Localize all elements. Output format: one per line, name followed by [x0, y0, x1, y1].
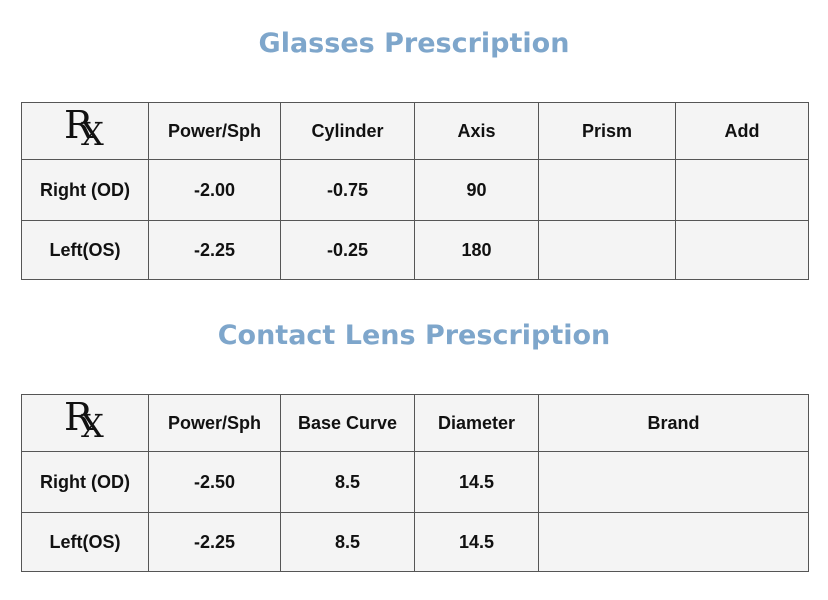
cell-brand: [538, 451, 809, 513]
cell-base-curve: 8.5: [280, 512, 415, 572]
cell-power-sph: -2.50: [148, 451, 281, 513]
cell-power-sph: -2.25: [148, 512, 281, 572]
header-power-sph: Power/Sph: [148, 394, 281, 452]
cell-prism: [538, 220, 676, 280]
header-diameter: Diameter: [414, 394, 539, 452]
cell-cylinder: -0.75: [280, 159, 415, 221]
cell-add: [675, 220, 809, 280]
cell-power-sph: -2.00: [148, 159, 281, 221]
cell-diameter: 14.5: [414, 512, 539, 572]
contact-lens-prescription-title: Contact Lens Prescription: [217, 320, 611, 351]
table-row: Right (OD) -2.50 8.5 14.5: [21, 451, 809, 513]
table-row: Right (OD) -2.00 -0.75 90: [21, 159, 809, 221]
cell-base-curve: 8.5: [280, 451, 415, 513]
row-label-left: Left(OS): [21, 512, 149, 572]
cell-cylinder: -0.25: [280, 220, 415, 280]
cell-brand: [538, 512, 809, 572]
header-brand: Brand: [538, 394, 809, 452]
row-label-right: Right (OD): [21, 159, 149, 221]
row-label-right: Right (OD): [21, 451, 149, 513]
cell-prism: [538, 159, 676, 221]
cell-add: [675, 159, 809, 221]
table-row: Left(OS) -2.25 8.5 14.5: [21, 512, 809, 572]
header-power-sph: Power/Sph: [148, 102, 281, 160]
header-cylinder: Cylinder: [280, 102, 415, 160]
table-row: Left(OS) -2.25 -0.25 180: [21, 220, 809, 280]
glasses-prescription-title: Glasses Prescription: [258, 28, 570, 59]
cell-axis: 90: [414, 159, 539, 221]
cell-power-sph: -2.25: [148, 220, 281, 280]
cell-diameter: 14.5: [414, 451, 539, 513]
header-axis: Axis: [414, 102, 539, 160]
header-prism: Prism: [538, 102, 676, 160]
row-label-left: Left(OS): [21, 220, 149, 280]
header-add: Add: [675, 102, 809, 160]
cell-axis: 180: [414, 220, 539, 280]
header-base-curve: Base Curve: [280, 394, 415, 452]
